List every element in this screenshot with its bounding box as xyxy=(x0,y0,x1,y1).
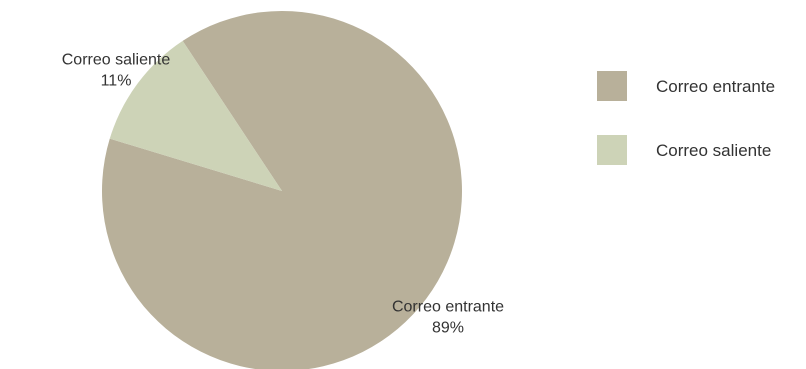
slice-label-correo-saliente: Correo saliente 11% xyxy=(62,51,171,89)
slice-label-name: Correo saliente xyxy=(62,51,171,68)
pie-slice-labels: Correo entrante 89% Correo saliente 11% xyxy=(62,51,504,336)
legend-swatch xyxy=(597,135,627,165)
legend-label: Correo entrante xyxy=(656,77,775,96)
slice-label-percent: 11% xyxy=(101,72,132,89)
legend: Correo entrante Correo saliente xyxy=(597,71,775,165)
slice-label-name: Correo entrante xyxy=(392,299,504,316)
pie-slice-correo-entrante xyxy=(102,11,462,369)
pie-slice-correo-saliente xyxy=(109,40,283,192)
legend-item-correo-saliente: Correo saliente xyxy=(597,135,771,165)
slice-label-correo-entrante: Correo entrante 89% xyxy=(392,299,504,337)
pie-slices xyxy=(102,11,462,369)
legend-label: Correo saliente xyxy=(656,141,771,160)
slice-label-percent: 89% xyxy=(432,320,464,337)
legend-item-correo-entrante: Correo entrante xyxy=(597,71,775,101)
legend-swatch xyxy=(597,71,627,101)
